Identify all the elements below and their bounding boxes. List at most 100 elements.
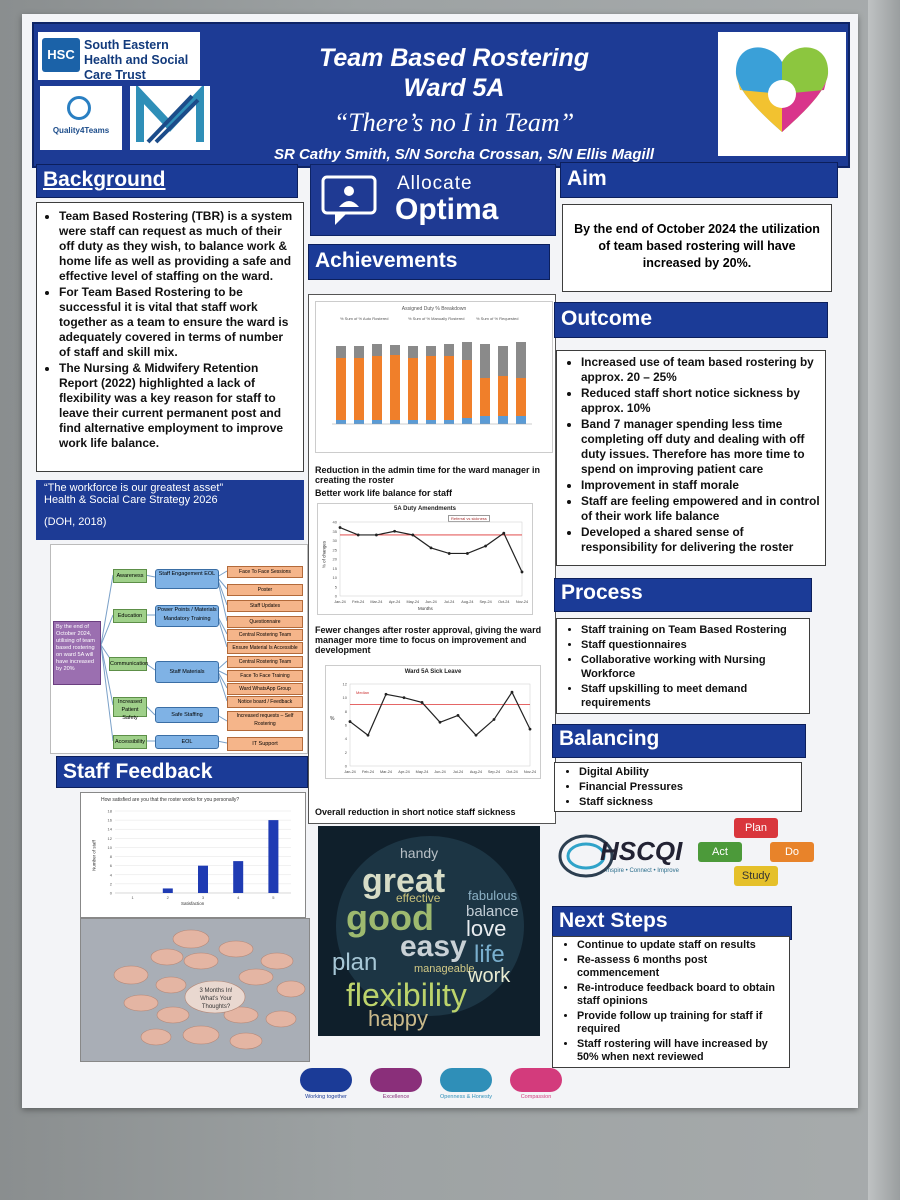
aim-panel: By the end of October 2024 the utilizati… bbox=[562, 204, 832, 292]
feedback-notes-image bbox=[113, 929, 306, 1050]
driver-diagram: By the end of October 2024, utilising of… bbox=[50, 544, 308, 754]
poster-subtitle: “There’s no I in Team” bbox=[333, 108, 575, 137]
sick-y-tick: 8 bbox=[345, 709, 348, 714]
q4t-circle-icon bbox=[67, 96, 91, 120]
amend-x-tick: Oct-24 bbox=[498, 600, 509, 604]
driver-change-3: Staff Updates bbox=[227, 600, 303, 612]
feedback-y-tick: 4 bbox=[110, 872, 113, 877]
word-2: effective bbox=[396, 891, 441, 905]
driver-primary-4: Increased Patient Safety bbox=[113, 697, 147, 721]
value-excellence-icon bbox=[370, 1068, 422, 1092]
feedback-y-tick: 0 bbox=[110, 891, 113, 896]
chart1-title: Assigned Duty % Breakdown bbox=[401, 306, 467, 312]
feedback-chart-xlabel: Satisfaction bbox=[181, 901, 205, 906]
sick-y-tick: 6 bbox=[345, 723, 348, 728]
amend-y-tick: 15 bbox=[333, 566, 338, 571]
process-bullet-4: Staff upskilling to meet demand requirem… bbox=[581, 682, 805, 710]
balancing-bullet-1: Digital Ability bbox=[579, 765, 797, 779]
achievement-caption-3: Fewer changes after roster approval, giv… bbox=[315, 625, 542, 655]
value-label-4: Compassion bbox=[520, 1094, 552, 1100]
hscqi-swirl-icon bbox=[558, 834, 614, 878]
value-label-2: Excellence bbox=[382, 1094, 410, 1100]
word-10: manageable bbox=[414, 963, 475, 975]
feedback-bar bbox=[162, 888, 173, 893]
feedback-y-tick: 8 bbox=[110, 854, 113, 859]
amend-x-tick: Feb-24 bbox=[352, 600, 364, 604]
feedback-y-tick: 10 bbox=[108, 845, 113, 850]
achievement-caption-2: Better work life balance for staff bbox=[315, 488, 453, 498]
feedback-bar bbox=[268, 820, 279, 893]
next-step-5: Staff rostering will have increased by 5… bbox=[577, 1038, 785, 1065]
amend-x-tick: May-24 bbox=[406, 600, 419, 604]
poster-authors: SR Cathy Smith, S/N Sorcha Crossan, S/N … bbox=[273, 146, 655, 163]
next-step-2: Re-assess 6 months post commencement bbox=[577, 954, 785, 981]
driver-change-8: Face To Face Training bbox=[227, 670, 303, 682]
outcome-bullet-3: Band 7 manager spending less time comple… bbox=[581, 417, 821, 477]
sick-y-tick: 12 bbox=[343, 682, 348, 687]
sick-point bbox=[456, 714, 460, 717]
word-9: life bbox=[474, 941, 505, 968]
background-bullet-3: The Nursing & Midwifery Retention Report… bbox=[59, 361, 297, 451]
sick-x-tick: Oct-24 bbox=[506, 770, 517, 774]
background-bullet-1: Team Based Rostering (TBR) is a system w… bbox=[59, 209, 297, 284]
driver-aim: By the end of October 2024, utilising of… bbox=[53, 621, 101, 685]
word-3: fabulous bbox=[468, 888, 518, 903]
amend-point bbox=[393, 529, 396, 533]
amend-x-tick: Jan-24 bbox=[334, 600, 346, 604]
header-banner: HSC South Eastern Health and Social Care… bbox=[32, 22, 850, 168]
aim-heading: Aim bbox=[560, 162, 838, 198]
amend-point bbox=[502, 531, 506, 535]
word-11: work bbox=[467, 965, 511, 987]
outcome-bullet-4: Improvement in staff morale bbox=[581, 478, 821, 493]
amend-point bbox=[338, 526, 342, 529]
amend-point bbox=[520, 570, 524, 574]
next-steps-panel: Continue to update staff on results Re-a… bbox=[552, 936, 790, 1068]
amend-x-tick: Apr-24 bbox=[389, 600, 400, 604]
sick-leave-chart: Ward 5A Sick Leave % 0 2 4 6 8 10 12 Jan-24 Feb-… bbox=[325, 665, 541, 779]
pdsa-do: Do bbox=[770, 842, 814, 862]
chart3-plot: 0 2 4 6 8 10 12 Jan-24 Feb-24 Mar-24 Apr-24 May-24 J… bbox=[343, 682, 537, 775]
sick-point bbox=[384, 692, 388, 696]
quote-panel: “The workforce is our greatest asset” He… bbox=[36, 480, 304, 540]
word-4: balance bbox=[466, 903, 519, 920]
sick-point bbox=[510, 690, 514, 694]
feedback-board-note: 3 Months In! What's Your Thoughts? bbox=[199, 988, 233, 1010]
amend-series-line bbox=[339, 526, 523, 573]
balancing-bullet-2: Financial Pressures bbox=[579, 780, 797, 794]
monogram-logo bbox=[130, 83, 210, 150]
balancing-heading: Balancing bbox=[552, 724, 806, 758]
feedback-x-tick: 2 bbox=[167, 895, 170, 900]
driver-change-7: Central Rostering Team bbox=[227, 656, 303, 668]
next-step-1: Continue to update staff on results bbox=[577, 939, 785, 953]
achievements-heading: Achievements bbox=[308, 244, 550, 280]
staff-feedback-chart: How satisfied are you that the roster wo… bbox=[80, 792, 306, 918]
driver-secondary-1: Staff Engagement EOL bbox=[155, 569, 219, 589]
optima-text: Optima bbox=[395, 193, 499, 226]
background-heading: Background bbox=[36, 164, 298, 198]
amend-point bbox=[466, 552, 469, 555]
achievement-caption-1: Reduction in the admin time for the ward… bbox=[315, 465, 541, 485]
driver-change-6: Ensure Material Is Accessible bbox=[227, 642, 303, 654]
outcome-heading: Outcome bbox=[554, 302, 828, 338]
staff-feedback-heading: Staff Feedback bbox=[56, 756, 308, 788]
amend-point bbox=[411, 533, 415, 537]
amend-x-tick: Mar-24 bbox=[370, 600, 382, 604]
chart1-legend-2: % Sum of % Manually Rostered bbox=[408, 316, 465, 321]
driver-change-1: Face To Face Sessions bbox=[227, 566, 303, 578]
background-list: Team Based Rostering (TBR) is a system w… bbox=[41, 209, 297, 451]
word-7: easy bbox=[400, 930, 467, 963]
feedback-chart-title: How satisfied are you that the roster wo… bbox=[101, 797, 240, 803]
achievement-caption-4: Overall reduction in short notice staff … bbox=[315, 807, 516, 817]
sick-plot-frame bbox=[349, 683, 531, 767]
hscqi-text: HSCQI bbox=[600, 836, 683, 866]
poster-title-line2: Ward 5A bbox=[403, 74, 505, 102]
monogram-icon bbox=[136, 83, 204, 144]
sick-x-tick: Jun-24 bbox=[434, 770, 446, 774]
amend-x-tick: Nov-24 bbox=[516, 600, 528, 604]
sick-y-tick: 10 bbox=[343, 695, 348, 700]
driver-secondary-2: Power Points / Materials Mandatory Train… bbox=[155, 605, 219, 627]
assigned-duty-chart: Assigned Duty % Breakdown % Sum of % Aut… bbox=[315, 301, 553, 453]
driver-secondary-5: EOL bbox=[155, 735, 219, 749]
amend-y-tick: 5 bbox=[335, 584, 338, 589]
word-cloud: handy great effective fabulous balance g… bbox=[318, 826, 540, 1036]
